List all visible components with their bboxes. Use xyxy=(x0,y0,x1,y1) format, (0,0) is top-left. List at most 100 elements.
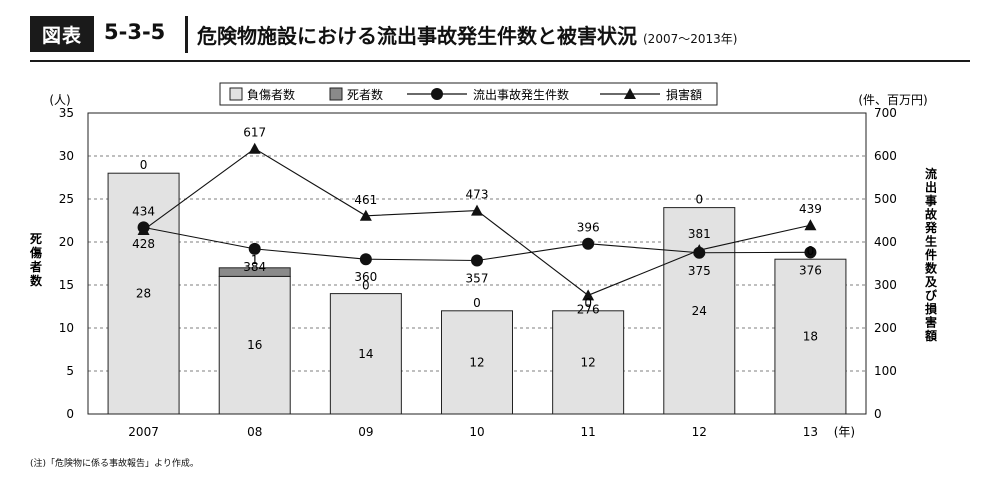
bar-dead-label: 0 xyxy=(695,193,703,207)
header-divider xyxy=(185,16,188,53)
left-tick-label: 5 xyxy=(66,364,74,378)
axes: 0510152025303501002003004005006007002007… xyxy=(29,93,938,439)
left-tick-label: 15 xyxy=(59,278,74,292)
left-tick-label: 10 xyxy=(59,321,74,335)
left-axis-title: 死傷者数 xyxy=(29,232,43,288)
damage-label: 381 xyxy=(688,227,711,241)
figure-title: 危険物施設における流出事故発生件数と被害状況 (2007～2013年) xyxy=(197,20,737,49)
x-tick-label: 11 xyxy=(581,425,596,439)
bar-injured xyxy=(663,207,736,415)
damage-label: 461 xyxy=(354,193,377,207)
bar-dead-label: 0 xyxy=(362,279,370,293)
legend-marker-damage xyxy=(624,88,636,99)
bar-dead-label: 0 xyxy=(807,244,815,258)
legend-label-dead: 死者数 xyxy=(347,87,383,102)
bar-injured-label: 12 xyxy=(581,355,596,369)
legend-swatch-injured xyxy=(229,87,243,101)
bar-injured xyxy=(441,310,513,415)
point-triangle xyxy=(582,289,595,301)
bar-injured-label: 12 xyxy=(469,355,484,369)
x-tick-label: 13 xyxy=(803,425,818,439)
legend: 負傷者数 死者数 流出事故発生件数 損害額 xyxy=(219,82,718,106)
data-labels: 28 0 16 1 14 0 12 0 12 0 24 0 18 0 434 384 360 357 396 375 3… xyxy=(132,126,822,370)
legend-swatch-dead xyxy=(329,87,343,101)
point-circle xyxy=(359,253,372,266)
x-tick-label: 08 xyxy=(247,425,262,439)
point-circle xyxy=(248,242,261,255)
point-triangle xyxy=(248,142,261,154)
count-label: 384 xyxy=(243,260,266,274)
legend-box xyxy=(219,82,718,106)
figure-badge: 図表 xyxy=(30,16,94,52)
x-axis-unit: (年) xyxy=(834,425,855,439)
bar-injured-label: 24 xyxy=(692,304,707,318)
right-tick-label: 400 xyxy=(874,235,897,249)
point-triangle xyxy=(137,223,150,235)
legend-label-injured: 負傷者数 xyxy=(247,87,295,102)
point-triangle xyxy=(471,204,483,216)
damage-label: 439 xyxy=(799,202,822,216)
figure-period: (2007～2013年) xyxy=(643,32,738,46)
bar-dead xyxy=(218,267,291,277)
right-tick-label: 200 xyxy=(874,321,897,335)
chart: 0510152025303501002003004005006007002007… xyxy=(29,82,938,439)
left-tick-label: 25 xyxy=(59,192,74,206)
bars xyxy=(107,172,847,415)
lines xyxy=(137,142,817,301)
figure-title-text: 危険物施設における流出事故発生件数と被害状況 xyxy=(197,24,637,48)
point-circle xyxy=(804,246,817,259)
right-tick-label: 700 xyxy=(874,106,897,120)
x-tick-label: 2007 xyxy=(128,425,159,439)
x-tick-label: 09 xyxy=(358,425,373,439)
damage-label: 617 xyxy=(243,126,266,140)
bar-injured xyxy=(329,293,402,415)
x-tick-label: 12 xyxy=(692,425,707,439)
point-circle xyxy=(582,237,595,250)
source-note: (注)「危険物に係る事故報告」より作成。 xyxy=(30,459,199,469)
header-rule xyxy=(30,60,970,62)
point-triangle xyxy=(693,244,706,256)
legend-label-count: 流出事故発生件数 xyxy=(473,87,569,102)
bar-injured xyxy=(218,275,291,415)
count-label: 360 xyxy=(354,270,377,284)
damage-label: 428 xyxy=(132,237,155,251)
point-triangle xyxy=(804,219,817,231)
left-tick-label: 0 xyxy=(66,407,74,421)
bar-injured-label: 16 xyxy=(247,338,262,352)
bar-dead-label: 0 xyxy=(473,296,481,310)
point-triangle xyxy=(359,209,372,221)
damage-label: 276 xyxy=(577,302,600,316)
right-tick-label: 600 xyxy=(874,149,897,163)
bar-injured-label: 18 xyxy=(803,330,818,344)
legend-label-damage: 損害額 xyxy=(666,87,702,102)
count-label: 375 xyxy=(688,264,711,278)
bar-dead-label: 0 xyxy=(140,158,148,172)
right-tick-label: 300 xyxy=(874,278,897,292)
count-label: 434 xyxy=(132,204,155,218)
x-tick-label: 10 xyxy=(469,425,484,439)
left-tick-label: 20 xyxy=(59,235,74,249)
bar-dead-label: 0 xyxy=(584,296,592,310)
left-tick-label: 35 xyxy=(59,106,74,120)
right-tick-label: 0 xyxy=(874,407,882,421)
count-label: 376 xyxy=(799,263,822,277)
figure-header: 図表 5-3-5 危険物施設における流出事故発生件数と被害状況 (2007～201… xyxy=(0,0,1000,70)
plot-frame-rect xyxy=(87,112,867,415)
bar-dead-label: 1 xyxy=(251,253,259,267)
right-tick-label: 500 xyxy=(874,192,897,206)
right-axis-title: 流出事故発生件数及び損害額 xyxy=(924,166,938,343)
right-axis-unit: (件、百万円) xyxy=(858,93,927,107)
plot-frame xyxy=(87,112,867,415)
count-label: 357 xyxy=(466,271,489,285)
left-axis-unit: (人) xyxy=(49,93,70,107)
left-tick-label: 30 xyxy=(59,149,74,163)
bar-injured-label: 14 xyxy=(358,347,373,361)
figure-number: 5-3-5 xyxy=(104,20,166,44)
damage-label: 473 xyxy=(466,188,489,202)
bar-injured xyxy=(552,310,625,415)
count-label: 396 xyxy=(577,221,600,235)
right-tick-label: 100 xyxy=(874,364,897,378)
bar-injured-label: 28 xyxy=(136,287,151,301)
point-circle xyxy=(471,254,483,267)
legend-marker-count xyxy=(431,88,443,100)
